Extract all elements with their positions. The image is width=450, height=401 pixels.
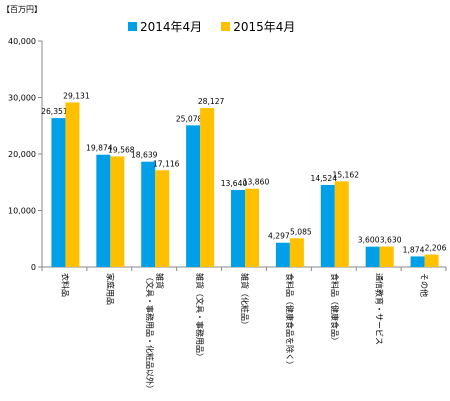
- bar-2015: [110, 156, 125, 267]
- bar-2015: [245, 188, 259, 267]
- bar-2014: [275, 242, 290, 267]
- bar-2015: [379, 246, 394, 267]
- category-label: （文具・事務用品・化粧品以外）: [145, 273, 155, 393]
- y-tick-label: 10,000: [8, 207, 36, 216]
- legend: 2014年4月 2015年4月: [128, 18, 295, 35]
- legend-label-2015: 2015年4月: [233, 20, 296, 34]
- bar-2014: [51, 118, 66, 267]
- category-label: 雑貨（文具・事務用品）: [195, 273, 205, 361]
- bar-2014: [141, 161, 156, 267]
- data-label: 25,078: [176, 114, 203, 123]
- data-label: 19,874: [86, 144, 113, 153]
- bar-2015: [424, 254, 439, 267]
- bar-2015: [155, 170, 170, 267]
- legend-swatch-2015: [221, 22, 231, 31]
- data-label: 28,127: [198, 97, 225, 106]
- legend-swatch-2014: [128, 22, 137, 31]
- y-tick-label: 30,000: [8, 94, 36, 103]
- y-tick-label: 20,000: [8, 150, 36, 159]
- data-label: 14,524: [310, 174, 337, 183]
- data-label: 26,351: [41, 107, 68, 116]
- unit-label: 【百万円】: [2, 5, 42, 14]
- data-label: 3,630: [380, 235, 402, 244]
- bar-2014: [410, 256, 425, 267]
- data-label: 15,162: [332, 170, 359, 179]
- bar-2014: [365, 246, 380, 267]
- data-label: 3,600: [358, 236, 380, 245]
- legend-item-2015: 2015年4月: [221, 18, 295, 35]
- category-label: 通信教育・サービス: [375, 273, 385, 345]
- bar-2014: [320, 184, 335, 267]
- data-label: 13,860: [243, 178, 270, 187]
- category-label: 家庭用品: [105, 273, 115, 305]
- data-label: 4,297: [268, 232, 290, 241]
- bar-2014: [231, 189, 245, 267]
- bar-2015: [65, 102, 80, 267]
- bar-2015: [289, 238, 304, 267]
- category-label: 食料品（健康食品）: [330, 273, 340, 345]
- data-label: 19,568: [108, 145, 135, 154]
- data-label: 18,639: [131, 151, 158, 160]
- legend-label-2014: 2014年4月: [140, 20, 203, 34]
- data-label: 13,640: [221, 179, 248, 188]
- legend-item-2014: 2014年4月: [128, 18, 202, 35]
- bar-2015: [200, 108, 215, 267]
- category-label: その他: [420, 273, 430, 297]
- data-label: 17,116: [153, 159, 180, 168]
- data-label: 2,206: [425, 244, 447, 253]
- data-label: 5,085: [290, 227, 312, 236]
- data-label: 1,874: [403, 245, 425, 254]
- bar-2015: [334, 181, 349, 267]
- category-label: 雑貨（化粧品）: [240, 273, 250, 329]
- data-label: 29,131: [63, 91, 90, 100]
- bar-2014: [96, 154, 111, 267]
- category-label: 食料品（健康食品を除く）: [285, 273, 295, 369]
- y-tick-label: 40,000: [8, 37, 36, 46]
- y-tick-label: 0: [31, 263, 36, 272]
- category-label: 雑貨: [155, 273, 165, 289]
- category-label: 衣料品: [60, 273, 70, 297]
- bar-2014: [186, 125, 201, 268]
